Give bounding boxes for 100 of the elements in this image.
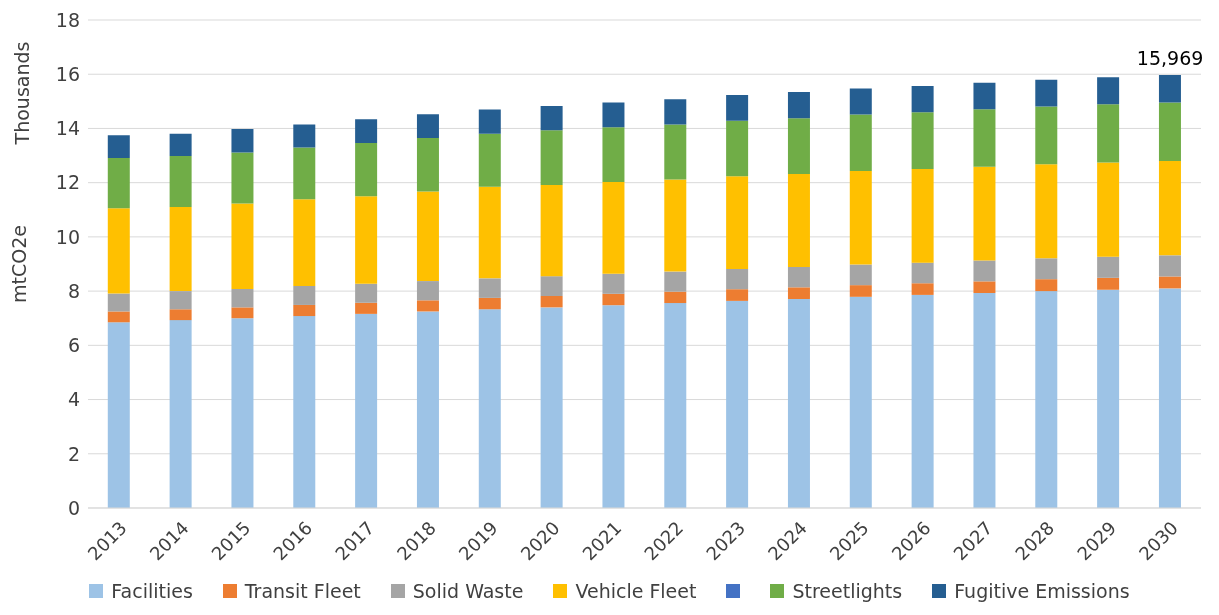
bar bbox=[1035, 106, 1058, 165]
bar bbox=[787, 266, 810, 288]
bar bbox=[911, 283, 934, 295]
bar bbox=[602, 102, 625, 128]
bar bbox=[416, 191, 439, 282]
bar bbox=[1035, 279, 1058, 292]
bar bbox=[169, 156, 192, 208]
bar bbox=[540, 276, 563, 296]
bar bbox=[973, 82, 996, 110]
bar bbox=[664, 99, 687, 125]
bar bbox=[1158, 255, 1181, 277]
bar bbox=[231, 203, 254, 289]
bar bbox=[107, 135, 130, 158]
bar bbox=[231, 307, 254, 319]
bar bbox=[1035, 291, 1058, 508]
bar bbox=[664, 303, 687, 508]
bar bbox=[602, 305, 625, 508]
y-tick-label: 16 bbox=[55, 62, 80, 85]
bar bbox=[1158, 75, 1181, 103]
bar bbox=[293, 124, 316, 148]
bar bbox=[169, 133, 192, 157]
bar bbox=[231, 288, 254, 308]
bar bbox=[602, 273, 625, 294]
bar bbox=[293, 304, 316, 317]
bar bbox=[1035, 79, 1058, 107]
bar bbox=[787, 92, 810, 119]
bar bbox=[1158, 276, 1181, 289]
y-tick-label: 2 bbox=[67, 442, 80, 465]
bar bbox=[231, 318, 254, 508]
legend-label: Facilities bbox=[111, 580, 193, 602]
bar bbox=[911, 112, 934, 170]
bar bbox=[787, 298, 810, 508]
bar bbox=[540, 105, 563, 131]
bar bbox=[355, 302, 378, 314]
bar bbox=[169, 291, 192, 310]
legend-label: Fugitive Emissions bbox=[954, 580, 1130, 602]
bar bbox=[787, 287, 810, 299]
text: Thousands bbox=[11, 41, 34, 145]
y-axis-title: mtCO2e bbox=[7, 225, 30, 303]
annotation: 15,969 bbox=[1136, 47, 1204, 70]
bar bbox=[1097, 104, 1120, 163]
bar bbox=[849, 264, 872, 286]
bar bbox=[787, 173, 810, 267]
bar bbox=[973, 293, 996, 508]
bar bbox=[973, 260, 996, 282]
bar bbox=[1035, 258, 1058, 280]
bar bbox=[478, 109, 501, 134]
bar bbox=[540, 295, 563, 308]
legend-label: Streetlights bbox=[792, 580, 903, 602]
bar bbox=[664, 291, 687, 304]
bar bbox=[107, 158, 130, 209]
bar bbox=[911, 262, 934, 284]
bar bbox=[849, 114, 872, 172]
bar bbox=[1158, 288, 1181, 508]
bar bbox=[293, 147, 316, 200]
bar bbox=[1035, 164, 1058, 259]
legend-label: Solid Waste bbox=[412, 580, 524, 602]
bar bbox=[169, 320, 192, 508]
bar bbox=[726, 268, 749, 290]
bar bbox=[107, 293, 130, 312]
bar bbox=[911, 169, 934, 263]
bar bbox=[973, 109, 996, 167]
bar bbox=[478, 186, 501, 279]
bar bbox=[540, 307, 563, 508]
bar bbox=[726, 300, 749, 508]
y-tick-label: 12 bbox=[55, 171, 80, 194]
bar bbox=[849, 171, 872, 265]
bar bbox=[355, 196, 378, 284]
bar bbox=[416, 281, 439, 301]
bar bbox=[726, 289, 749, 301]
bar bbox=[107, 208, 130, 294]
bar bbox=[602, 127, 625, 183]
bar bbox=[231, 152, 254, 204]
y-tick-label: 18 bbox=[55, 8, 80, 31]
legend-label: Transit Fleet bbox=[244, 580, 361, 602]
bar bbox=[169, 309, 192, 321]
bar bbox=[787, 118, 810, 174]
bar bbox=[726, 120, 749, 177]
bar bbox=[1097, 256, 1120, 278]
bar bbox=[355, 283, 378, 303]
bar bbox=[478, 278, 501, 298]
bar bbox=[478, 297, 501, 310]
bar bbox=[1097, 77, 1120, 105]
bar bbox=[355, 313, 378, 508]
y-tick-label: 10 bbox=[55, 225, 80, 248]
bar bbox=[107, 311, 130, 323]
bar bbox=[602, 182, 625, 274]
bar bbox=[478, 309, 501, 508]
bar bbox=[540, 130, 563, 186]
bar bbox=[1097, 162, 1120, 257]
bar bbox=[355, 119, 378, 144]
bar bbox=[973, 166, 996, 261]
bar bbox=[973, 281, 996, 294]
bar bbox=[416, 300, 439, 312]
bar bbox=[293, 285, 316, 305]
bar bbox=[911, 294, 934, 508]
y-tick-label: 14 bbox=[55, 117, 80, 140]
bar bbox=[1097, 289, 1120, 508]
legend-label: Vehicle Fleet bbox=[575, 580, 697, 602]
bar bbox=[849, 296, 872, 508]
